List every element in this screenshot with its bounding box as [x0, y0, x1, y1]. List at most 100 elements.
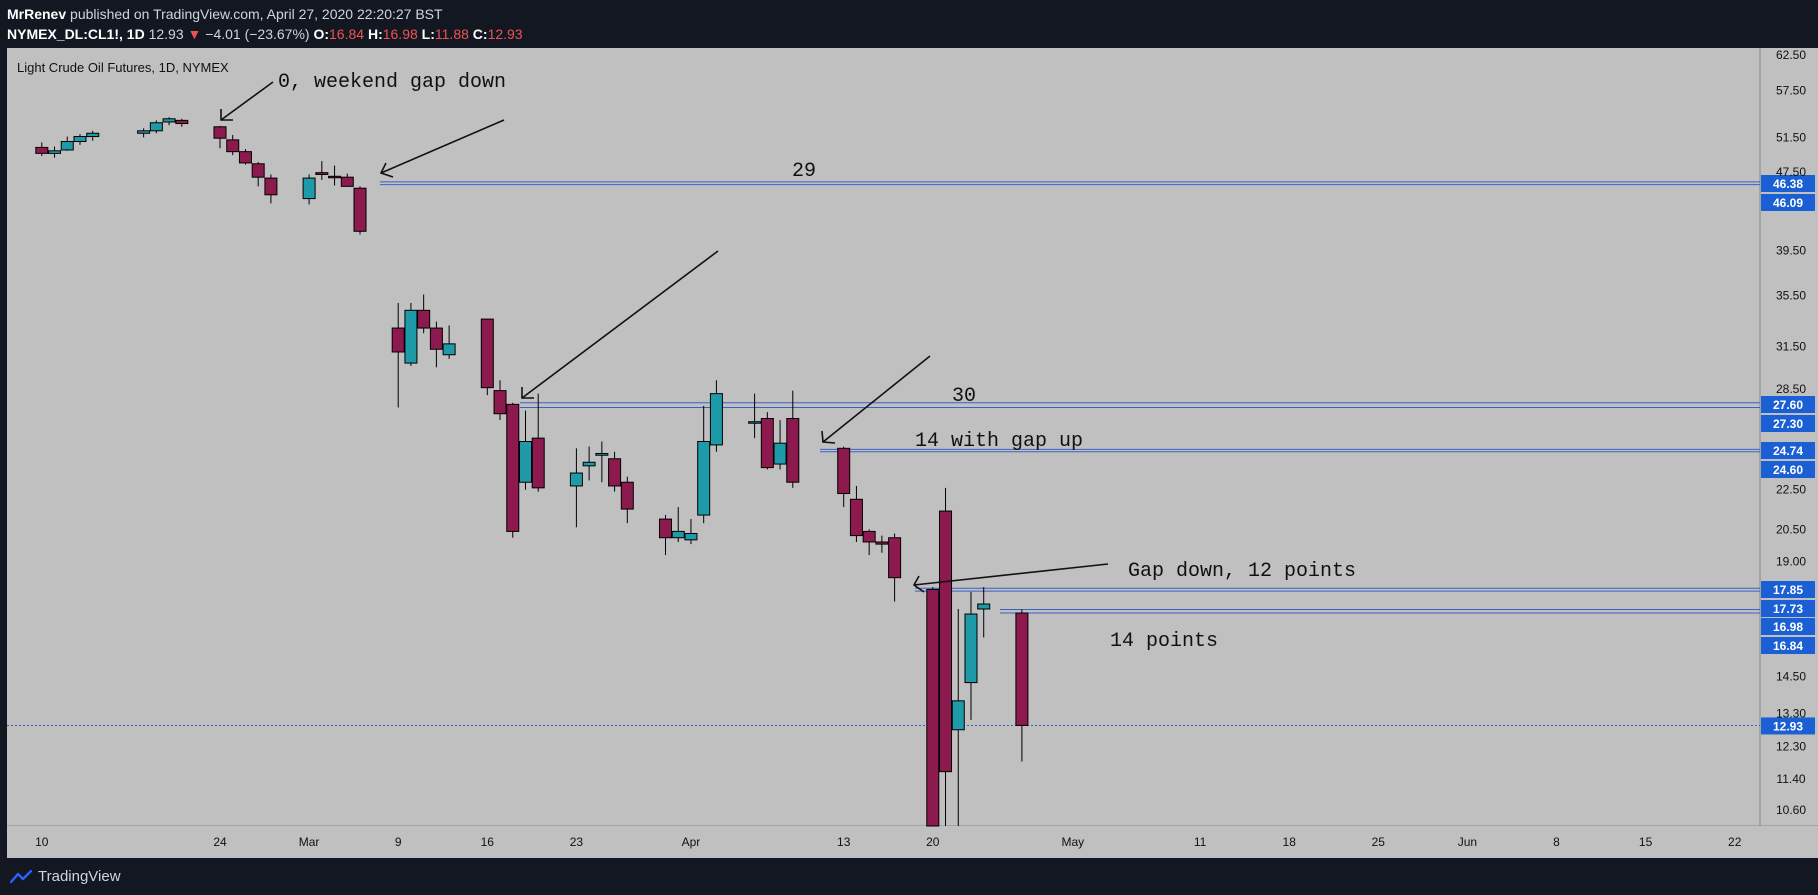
candle [493, 380, 507, 421]
candle [595, 441, 609, 483]
price-badge-label: 27.30 [1773, 417, 1803, 431]
candle-body [60, 141, 74, 151]
annotation-arrow [913, 563, 1109, 586]
candle-body [977, 603, 991, 610]
close-value: 12.93 [487, 26, 523, 42]
candle [939, 487, 953, 826]
candle [315, 161, 329, 180]
x-tick-label: 13 [837, 835, 851, 849]
price-badge-label: 24.60 [1773, 463, 1803, 477]
y-tick-label: 20.50 [1776, 522, 1806, 536]
arrow-head [521, 387, 534, 399]
x-tick-label: 18 [1283, 835, 1297, 849]
candle-body [238, 151, 252, 164]
close-label: C: [472, 26, 488, 42]
candle-body [659, 518, 672, 539]
candle-body [939, 510, 953, 773]
candle-body [531, 437, 545, 489]
candle [60, 136, 74, 151]
brand-label: TradingView [38, 868, 121, 885]
candle [582, 446, 596, 481]
candle [213, 125, 227, 149]
candle-body [620, 481, 634, 510]
candle [429, 321, 443, 368]
candle-body [964, 613, 978, 684]
y-tick-label: 11.40 [1776, 772, 1805, 786]
candle [837, 446, 851, 508]
candle-body [264, 177, 278, 196]
price-badge [1761, 442, 1815, 459]
author-name[interactable]: MrRenev [7, 6, 67, 22]
candle-body [404, 309, 418, 364]
y-tick-label: 57.50 [1776, 83, 1806, 97]
candle [391, 302, 405, 408]
annotation-arrow [822, 355, 931, 443]
candle [264, 174, 278, 204]
tradingview-brand[interactable]: TradingView [10, 868, 121, 885]
candle-body [849, 498, 863, 537]
candle [531, 393, 545, 492]
axis-corner [1760, 826, 1818, 858]
candle-body [417, 309, 431, 329]
y-tick-label: 28.50 [1776, 382, 1806, 396]
candle [786, 390, 800, 488]
price-badge-label: 17.85 [1773, 583, 1803, 597]
price-badge [1761, 637, 1815, 654]
candle [35, 142, 49, 156]
candle [251, 162, 265, 187]
time-axis[interactable] [7, 826, 1760, 858]
y-ticks-layer: 62.50 57.50 51.50 47.50 39.50 35.50 31.50 28.50… [1776, 48, 1806, 817]
candle-body [175, 119, 189, 125]
candle [709, 380, 723, 452]
candle-body [493, 390, 507, 415]
x-ticks-layer: 10 24 Mar 9 16 23 Apr 13 20 May 11 18 25 Jun 8 15 22 [35, 835, 1742, 849]
x-tick-label: 15 [1639, 835, 1653, 849]
candle [659, 515, 672, 556]
high-value: 16.98 [382, 26, 418, 42]
low-label: L: [421, 26, 435, 42]
levels-layer: 46.38 46.09 27.60 27.30 24.74 24.60 17.85 17.73… [7, 175, 1815, 735]
candle [684, 519, 698, 545]
candles-layer [35, 117, 1029, 827]
candle-body [340, 176, 354, 187]
candle [175, 118, 189, 127]
candle [862, 529, 876, 556]
price-badge-label: 24.74 [1773, 444, 1803, 458]
candle-body [569, 472, 583, 487]
candle-body [518, 441, 532, 483]
candle-body [684, 533, 698, 541]
candle-body [35, 146, 49, 154]
candle [162, 117, 176, 126]
candle-body [315, 172, 329, 175]
down-triangle-icon: ▼ [187, 26, 202, 42]
publish-info: MrRenev published on TradingView.com, Ap… [7, 6, 443, 22]
price-chart[interactable]: Light Crude Oil Futures, 1D, NYMEX 46.38… [0, 0, 1818, 858]
candle-body [888, 537, 902, 579]
x-tick-label: Apr [682, 835, 701, 849]
candle [302, 174, 316, 205]
candle [149, 120, 163, 134]
last-price-badge-label: 12.93 [1773, 719, 1803, 733]
candle-body [837, 447, 851, 495]
candle-body [862, 530, 876, 543]
publish-text: published on TradingView.com, April 27, … [66, 6, 443, 22]
high-label: H: [367, 26, 383, 42]
candle [480, 318, 494, 396]
candle-body [608, 458, 622, 487]
y-tick-label: 31.50 [1776, 340, 1806, 354]
candle-body [429, 327, 443, 350]
x-tick-label: 24 [213, 835, 227, 849]
candle-body [697, 441, 711, 516]
x-tick-label: May [1061, 835, 1084, 849]
price-badge-label: 16.84 [1773, 639, 1803, 653]
price-badge-label: 46.09 [1773, 196, 1803, 210]
annotation-arrow [380, 119, 505, 174]
y-tick-label: 19.00 [1776, 555, 1806, 569]
candle [697, 405, 711, 524]
x-tick-label: 23 [570, 835, 584, 849]
open-value: 16.84 [329, 26, 365, 42]
symbol-label[interactable]: NYMEX_DL:CL1!, 1D [7, 26, 145, 42]
candle-body [926, 588, 940, 827]
candle-body [442, 343, 456, 356]
candle-body [786, 418, 800, 483]
